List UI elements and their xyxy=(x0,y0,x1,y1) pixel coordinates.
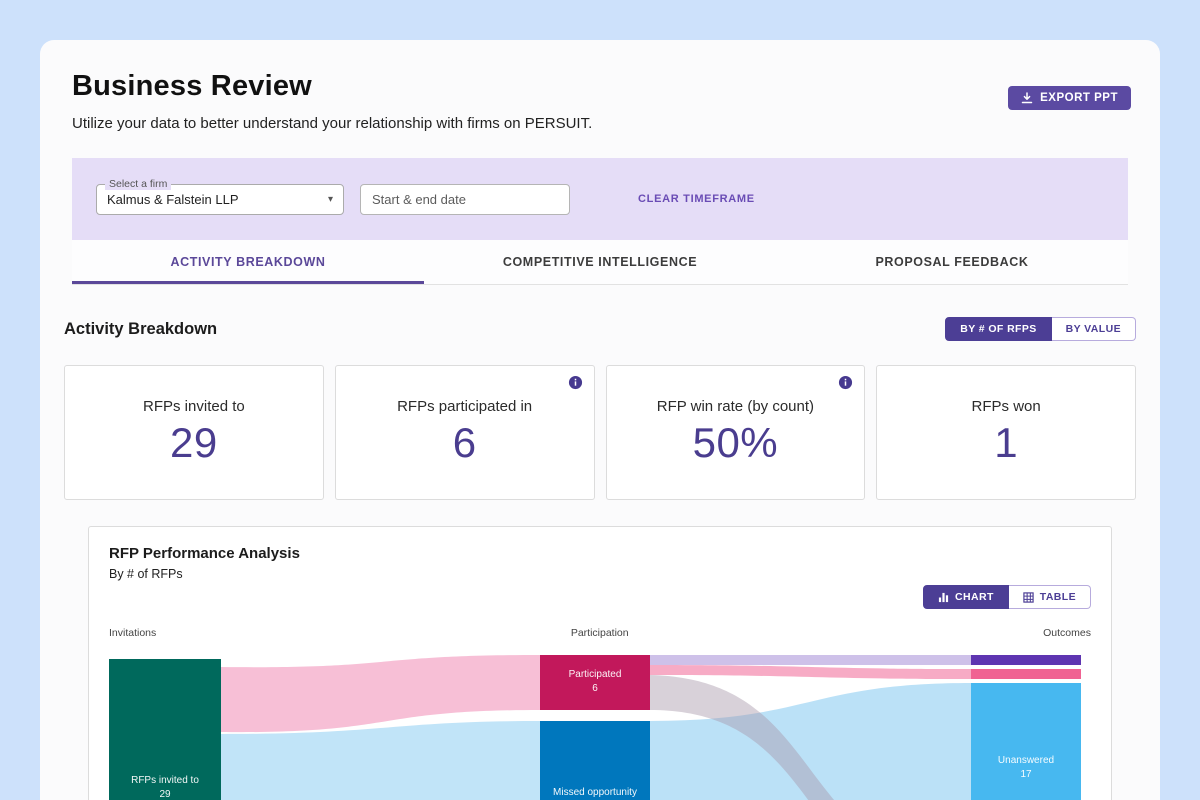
flow-invited-participated xyxy=(221,655,540,732)
filter-bar: Select a firm Kalmus & Falstein LLP ▾ CL… xyxy=(72,158,1128,240)
node-won[interactable] xyxy=(971,655,1081,665)
stat-card-won: RFPs won 1 xyxy=(876,365,1136,500)
column-label-outcomes: Outcomes xyxy=(1043,627,1091,639)
stat-label: RFP win rate (by count) xyxy=(657,398,814,415)
table-toggle[interactable]: TABLE xyxy=(1009,585,1091,609)
node-unanswered-label: Unanswered xyxy=(998,755,1054,766)
chart-toggle[interactable]: CHART xyxy=(923,585,1009,609)
info-icon[interactable] xyxy=(568,375,583,390)
activity-view-toggle: BY # OF RFPS BY VALUE xyxy=(945,317,1136,341)
export-ppt-label: EXPORT PPT xyxy=(1040,92,1118,104)
tab-competitive-intelligence[interactable]: COMPETITIVE INTELLIGENCE xyxy=(424,240,776,284)
activity-heading: Activity Breakdown xyxy=(64,320,217,339)
tab-bar: ACTIVITY BREAKDOWN COMPETITIVE INTELLIGE… xyxy=(72,240,1128,285)
column-label-participation: Participation xyxy=(571,627,629,639)
node-unanswered-value: 17 xyxy=(1020,769,1032,780)
node-participated-label: Participated xyxy=(569,669,622,680)
firm-select[interactable]: Select a firm Kalmus & Falstein LLP ▾ xyxy=(96,184,344,215)
bar-chart-icon xyxy=(938,592,949,603)
table-icon xyxy=(1023,592,1034,603)
by-value-toggle[interactable]: BY VALUE xyxy=(1052,317,1136,341)
download-icon xyxy=(1021,92,1033,104)
column-label-invitations: Invitations xyxy=(109,627,156,639)
clear-timeframe-button[interactable]: CLEAR TIMEFRAME xyxy=(638,193,755,205)
stat-label: RFPs participated in xyxy=(397,398,532,415)
flow-participated-lost xyxy=(650,665,971,679)
page-subtitle: Utilize your data to better understand y… xyxy=(72,115,1128,132)
stat-value: 1 xyxy=(994,419,1018,467)
info-icon[interactable] xyxy=(838,375,853,390)
chevron-down-icon: ▾ xyxy=(328,194,333,205)
node-invited-value: 29 xyxy=(159,789,171,800)
activity-section: Activity Breakdown BY # OF RFPS BY VALUE… xyxy=(40,285,1160,800)
stat-card-invited: RFPs invited to 29 xyxy=(64,365,324,500)
tab-proposal-feedback[interactable]: PROPOSAL FEEDBACK xyxy=(776,240,1128,284)
date-range-input[interactable] xyxy=(360,184,570,215)
sankey-chart: RFPs invited to 29 Participated 6 Missed… xyxy=(109,643,1091,800)
chart-table-toggle: CHART TABLE xyxy=(923,585,1091,609)
stat-label: RFPs won xyxy=(972,398,1041,415)
stat-value: 29 xyxy=(170,419,218,467)
node-invited-label: RFPs invited to xyxy=(131,775,199,786)
sankey-column-labels: Invitations Participation Outcomes xyxy=(109,627,1091,639)
node-lost[interactable] xyxy=(971,669,1081,679)
performance-title: RFP Performance Analysis xyxy=(109,545,1091,562)
stat-label: RFPs invited to xyxy=(143,398,245,415)
table-toggle-label: TABLE xyxy=(1040,591,1076,603)
performance-subtitle: By # of RFPs xyxy=(109,567,1091,581)
firm-select-label: Select a firm xyxy=(105,178,171,190)
tab-activity-breakdown[interactable]: ACTIVITY BREAKDOWN xyxy=(72,240,424,284)
rfp-performance-panel: RFP Performance Analysis By # of RFPs CH… xyxy=(88,526,1112,800)
page-title: Business Review xyxy=(72,70,1128,103)
node-unanswered[interactable] xyxy=(971,683,1081,800)
stat-card-win-rate: RFP win rate (by count) 50% xyxy=(606,365,866,500)
by-rfps-toggle[interactable]: BY # OF RFPS xyxy=(945,317,1051,341)
stat-card-participated: RFPs participated in 6 xyxy=(335,365,595,500)
stat-value: 50% xyxy=(693,419,779,467)
stat-cards: RFPs invited to 29 RFPs participated in … xyxy=(64,365,1136,500)
node-participated-value: 6 xyxy=(592,683,598,694)
page-header: Business Review Utilize your data to bet… xyxy=(40,40,1160,132)
firm-select-value: Kalmus & Falstein LLP xyxy=(107,192,239,207)
export-ppt-button[interactable]: EXPORT PPT xyxy=(1008,86,1131,110)
flow-invited-missed xyxy=(221,721,540,800)
chart-toggle-label: CHART xyxy=(955,591,994,603)
main-card: Business Review Utilize your data to bet… xyxy=(40,40,1160,800)
flow-participated-won xyxy=(650,655,971,665)
node-missed-label: Missed opportunity xyxy=(553,787,637,798)
stat-value: 6 xyxy=(453,419,477,467)
